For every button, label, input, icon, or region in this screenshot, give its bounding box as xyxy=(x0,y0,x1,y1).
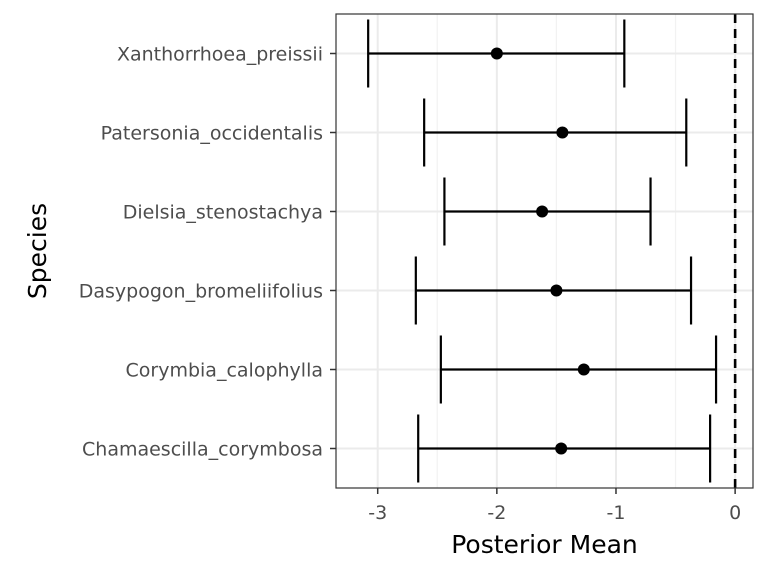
x-tick-label: 0 xyxy=(729,502,741,524)
grid xyxy=(336,14,753,488)
y-axis-title: Species xyxy=(23,203,52,299)
y-tick-label: Patersonia_occidentalis xyxy=(101,123,323,145)
y-tick-label: Dielsia_stenostachya xyxy=(123,202,323,224)
x-tick-label: -2 xyxy=(487,502,506,524)
x-tick-label: -1 xyxy=(607,502,626,524)
data-point xyxy=(577,363,590,376)
y-axis: Xanthorrhoea_preissii Patersonia_occident… xyxy=(79,44,336,461)
x-axis: -3 -2 -1 0 xyxy=(368,488,741,524)
data-point xyxy=(536,205,549,218)
plot-panel-border xyxy=(335,13,754,489)
data-point xyxy=(556,126,569,139)
data-point xyxy=(555,442,568,455)
x-tick-label: -3 xyxy=(368,502,387,524)
data-point xyxy=(490,47,503,60)
data-point xyxy=(550,284,563,297)
error-bars xyxy=(367,19,718,483)
y-tick-label: Dasypogon_bromeliifolius xyxy=(79,281,323,303)
y-tick-label: Corymbia_calophylla xyxy=(126,360,323,382)
y-tick-label: Xanthorrhoea_preissii xyxy=(117,44,323,66)
x-axis-title: Posterior Mean xyxy=(451,530,638,559)
points xyxy=(490,47,590,455)
y-tick-label: Chamaescilla_corymbosa xyxy=(82,439,323,461)
